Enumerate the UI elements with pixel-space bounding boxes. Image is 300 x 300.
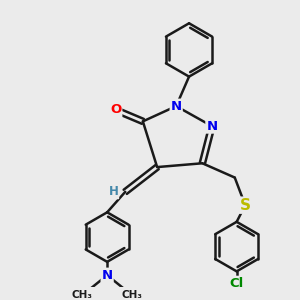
- Text: N: N: [102, 269, 113, 282]
- Text: CH₃: CH₃: [72, 290, 93, 300]
- Text: Cl: Cl: [230, 277, 244, 290]
- Text: N: N: [206, 120, 218, 133]
- Text: CH₃: CH₃: [122, 290, 142, 300]
- Text: N: N: [171, 100, 182, 112]
- Text: H: H: [108, 185, 118, 198]
- Text: S: S: [240, 198, 251, 213]
- Text: O: O: [110, 103, 121, 116]
